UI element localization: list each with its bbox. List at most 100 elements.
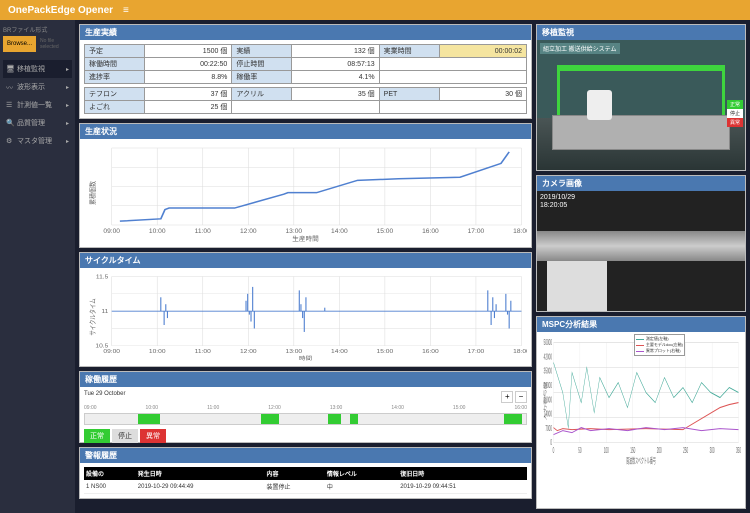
stat-label: 実績 — [232, 45, 292, 58]
timeline-bar — [84, 413, 527, 425]
browse-button[interactable]: Browse... — [3, 36, 36, 52]
svg-text:14:00: 14:00 — [331, 228, 348, 235]
camera1-view: 組立加工 搬送供給システム 正常停止異常 — [537, 40, 745, 170]
sidebar-item-4[interactable]: ⚙マスタ管理 ▸ — [3, 132, 72, 150]
production-panel: 生産実績 予定1500 個実績132 個実業時間00:00:02稼働時間00:2… — [79, 24, 532, 119]
svg-text:16:00: 16:00 — [422, 349, 439, 354]
camera2-time: 18:20:05 — [540, 202, 575, 210]
mspc-panel: MSPC分析結果 0501001502002503003500700014000… — [536, 316, 746, 509]
stat-value: 37 個 — [145, 88, 232, 101]
svg-text:生産時間: 生産時間 — [292, 234, 319, 243]
file-label: BRファイル形式 — [3, 25, 72, 34]
menu-toggle-icon[interactable]: ≡ — [123, 5, 129, 16]
stat-label: 予定 — [85, 45, 145, 58]
svg-text:11:00: 11:00 — [195, 228, 212, 235]
stat-label: PET — [379, 88, 439, 101]
svg-text:09:00: 09:00 — [103, 349, 120, 354]
svg-text:0: 0 — [550, 440, 552, 448]
svg-text:300: 300 — [710, 448, 715, 456]
stat-value: 8.8% — [145, 71, 232, 84]
svg-text:10:00: 10:00 — [149, 228, 166, 235]
svg-text:10.5: 10.5 — [95, 344, 109, 349]
cycle-panel: サイクルタイム 09:0010:0011:0012:0013:0014:0015… — [79, 252, 532, 367]
stat-value: 08:57:13 — [292, 58, 379, 71]
app-header: OnePackEdge Opener ≡ — [0, 0, 750, 20]
svg-text:15:00: 15:00 — [377, 228, 394, 235]
sidebar: BRファイル形式 Browse... No file selected 🖥移植監… — [0, 20, 75, 513]
sidebar-label-4: マスタ管理 — [17, 136, 52, 146]
sidebar-label-3: 品質管理 — [17, 118, 45, 128]
sidebar-item-2[interactable]: ☰計測値一覧 ▸ — [3, 96, 72, 114]
stat-label: 稼働率 — [232, 71, 292, 84]
svg-text:7000: 7000 — [545, 426, 552, 434]
production-header: 生産実績 — [80, 25, 531, 40]
alarm-cell: 2019-10-29 09:44:51 — [398, 480, 527, 494]
svg-text:250: 250 — [683, 448, 688, 456]
sidebar-item-0[interactable]: 🖥移植監視 ▸ — [3, 60, 72, 78]
svg-text:11: 11 — [101, 309, 109, 314]
svg-text:16:00: 16:00 — [422, 228, 439, 235]
sidebar-label-2: 計測値一覧 — [17, 100, 52, 110]
svg-text:11:00: 11:00 — [195, 349, 212, 354]
timeline-plus-button[interactable]: + — [501, 391, 513, 403]
svg-text:200: 200 — [657, 448, 662, 456]
history-header: 稼働履歴 — [80, 372, 531, 387]
cam-status-badge: 正常 — [727, 100, 743, 109]
timeline-minus-button[interactable]: − — [515, 391, 527, 403]
svg-text:13:00: 13:00 — [285, 228, 302, 235]
gear-icon: ⚙ — [6, 137, 14, 145]
list-icon: ☰ — [6, 101, 14, 109]
svg-text:累積個数: 累積個数 — [88, 180, 97, 205]
svg-text:14:00: 14:00 — [331, 349, 348, 354]
camera1-header: 移植監視 — [537, 25, 745, 40]
stat-value: 30 個 — [439, 88, 526, 101]
svg-text:0: 0 — [553, 448, 555, 456]
wave-icon: 〰 — [6, 83, 14, 91]
status-badge: 異常 — [140, 429, 166, 443]
svg-text:18:00: 18:00 — [513, 228, 527, 235]
camera1-panel: 移植監視 組立加工 搬送供給システム 正常停止異常 — [536, 24, 746, 171]
stat-value: 1500 個 — [145, 45, 232, 58]
status-badge: 停止 — [112, 429, 138, 443]
history-panel: 稼働履歴 Tue 29 October + − 09:0010:0011:001… — [79, 371, 532, 443]
stat-label: 停止時間 — [232, 58, 292, 71]
svg-text:12:00: 12:00 — [240, 349, 257, 354]
app-title: OnePackEdge Opener — [8, 5, 113, 16]
svg-text:17:00: 17:00 — [468, 349, 485, 354]
mspc-header: MSPC分析結果 — [537, 317, 745, 332]
stat-value: 35 個 — [292, 88, 379, 101]
stat-value: 4.1% — [292, 71, 379, 84]
stat-label: 進捗率 — [85, 71, 145, 84]
svg-text:時間: 時間 — [299, 355, 312, 362]
cycle-header: サイクルタイム — [80, 253, 531, 268]
svg-text:50: 50 — [578, 448, 582, 456]
cam-status-badge: 停止 — [727, 109, 743, 118]
svg-text:09:00: 09:00 — [103, 228, 120, 235]
camera2-panel: カメラ画像 2019/10/2918:20:05 — [536, 175, 746, 312]
stat-value: 132 個 — [292, 45, 379, 58]
sidebar-label-1: 波形表示 — [17, 82, 45, 92]
search-icon: 🔍 — [6, 119, 14, 127]
stat-value: 00:22:50 — [145, 58, 232, 71]
stat-label: 稼働時間 — [85, 58, 145, 71]
alarm-header: 警報履歴 — [80, 448, 531, 463]
svg-text:11.5: 11.5 — [96, 275, 109, 280]
sidebar-label-0: 移植監視 — [17, 64, 45, 74]
svg-text:17:00: 17:00 — [468, 228, 485, 235]
svg-text:350: 350 — [736, 448, 741, 456]
status-badge: 正常 — [84, 429, 110, 443]
sidebar-item-1[interactable]: 〰波形表示 ▸ — [3, 78, 72, 96]
camera1-overlay: 組立加工 搬送供給システム — [540, 43, 620, 54]
alarm-cell: 1 NS00 — [84, 480, 136, 494]
timeline-date: Tue 29 October — [84, 391, 125, 403]
stat-label: よごれ — [85, 101, 145, 114]
svg-text:50000: 50000 — [544, 340, 553, 348]
svg-text:100: 100 — [604, 448, 609, 456]
status-panel: 生産状況 09:0010:0011:0012:0013:0014:0015:00… — [79, 123, 532, 248]
stat-value: 00:00:02 — [439, 45, 526, 58]
svg-text:42000: 42000 — [544, 354, 553, 362]
svg-text:12:00: 12:00 — [240, 228, 257, 235]
camera2-date: 2019/10/29 — [540, 194, 575, 202]
svg-text:18:00: 18:00 — [513, 349, 527, 354]
sidebar-item-3[interactable]: 🔍品質管理 ▸ — [3, 114, 72, 132]
